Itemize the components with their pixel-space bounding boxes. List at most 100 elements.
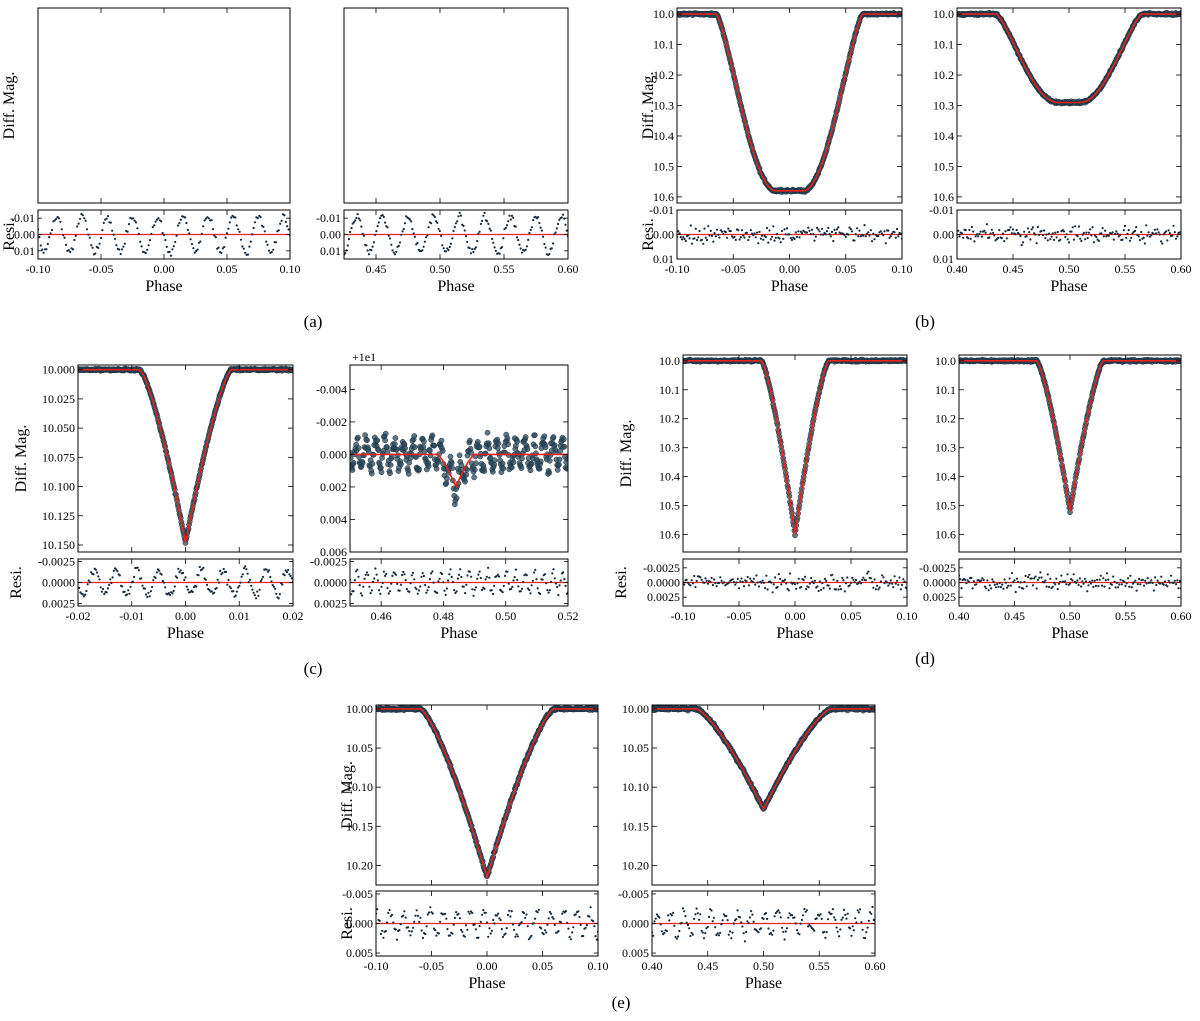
residual-point [260,578,263,581]
residual-point [249,240,252,243]
residual-point [1026,227,1029,230]
residual-point [1167,229,1170,232]
residual-point [747,238,750,242]
residual-point [1171,234,1174,237]
residual-point [446,247,449,250]
residual-point [391,249,394,252]
residual-point [171,248,174,251]
residual-point [1143,242,1146,245]
residual-point [350,227,353,230]
residual-point [489,229,492,232]
residual-point [869,577,873,580]
residual-point [511,585,514,589]
residual-point [232,590,235,593]
residual-point [825,579,828,583]
residual-point [357,217,360,220]
residual-point [175,234,178,237]
x-tick-label: -0.02 [66,609,91,623]
residual-point [162,233,166,236]
residual-point [790,238,794,241]
residual-point [1127,229,1130,232]
residual-point [805,231,809,234]
residual-point [1083,577,1086,580]
data-point [505,441,511,448]
residual-point [495,575,498,578]
residual-point [760,234,764,237]
residual-point [894,582,897,585]
residual-point [1015,228,1018,232]
residual-point [734,238,737,241]
residual-point [202,225,205,228]
residual-point [353,579,356,582]
residual-point [502,237,505,240]
data-point [355,434,361,441]
x-axis-label: Phase [771,278,808,295]
data-point [449,465,456,472]
residual-point [1146,577,1149,580]
residual-point [528,588,531,592]
residual-y-tick-label: 0.01 [933,252,954,266]
residual-point [556,222,560,226]
residual-point [793,237,796,241]
residual-point [958,235,961,238]
residual-y-tick-label: 0.0000 [42,576,75,590]
residual-point [797,230,800,233]
main-plot-frame [37,7,291,204]
residual-point [367,253,370,256]
x-tick-label: 0.05 [217,262,238,276]
residual-point [1118,583,1121,586]
residual-point [1003,578,1006,581]
residual-y-tick-label: 0.00 [933,228,954,242]
residual-point [241,573,244,576]
residual-point [1102,235,1105,238]
residual-point [719,576,722,579]
y-tick-label: 10.6 [653,190,674,204]
residual-point [1030,577,1033,580]
residual-point [689,224,692,227]
residual-point [102,221,105,224]
residual-point [974,235,977,238]
residual-point [127,223,131,226]
data-point [462,478,468,485]
residual-point [514,225,517,228]
x-tick-label: 0.10 [897,609,918,623]
residual-point [396,582,399,586]
residual-point [1149,581,1152,584]
residual-y-tick-label: 0.0000 [923,576,956,590]
residual-point [401,573,404,577]
residual-point [445,587,448,590]
residual-point [69,250,72,254]
residual-point [42,251,45,254]
residual-point [473,247,476,251]
residual-point [105,591,108,594]
residual-point [782,237,785,240]
panel-caption: (b) [915,312,935,331]
data-point [364,437,370,444]
residual-point [1142,236,1145,239]
residual-point [825,230,829,233]
residual-point [859,582,863,585]
residual-point [710,234,714,237]
residual-point [118,574,121,577]
residual-point [1105,572,1109,575]
residual-point [997,585,1000,588]
residual-point [712,240,715,243]
residual-point [1136,233,1139,237]
residual-point [834,231,837,235]
residual-point [713,232,716,235]
residual-point [375,230,378,233]
residual-point [562,571,565,574]
residual-y-tick-label: -0.0025 [643,561,680,575]
residual-point [872,586,875,589]
residual-point [789,237,792,240]
data-point [421,448,428,455]
residual-point [694,227,697,230]
residual-point [1040,576,1043,579]
residual-point [740,229,744,232]
residual-point [1074,225,1077,228]
residual-point [1072,573,1075,576]
residual-point [1049,577,1052,580]
residual-point [482,214,485,217]
residual-point [504,226,507,229]
residual-point [242,567,246,570]
